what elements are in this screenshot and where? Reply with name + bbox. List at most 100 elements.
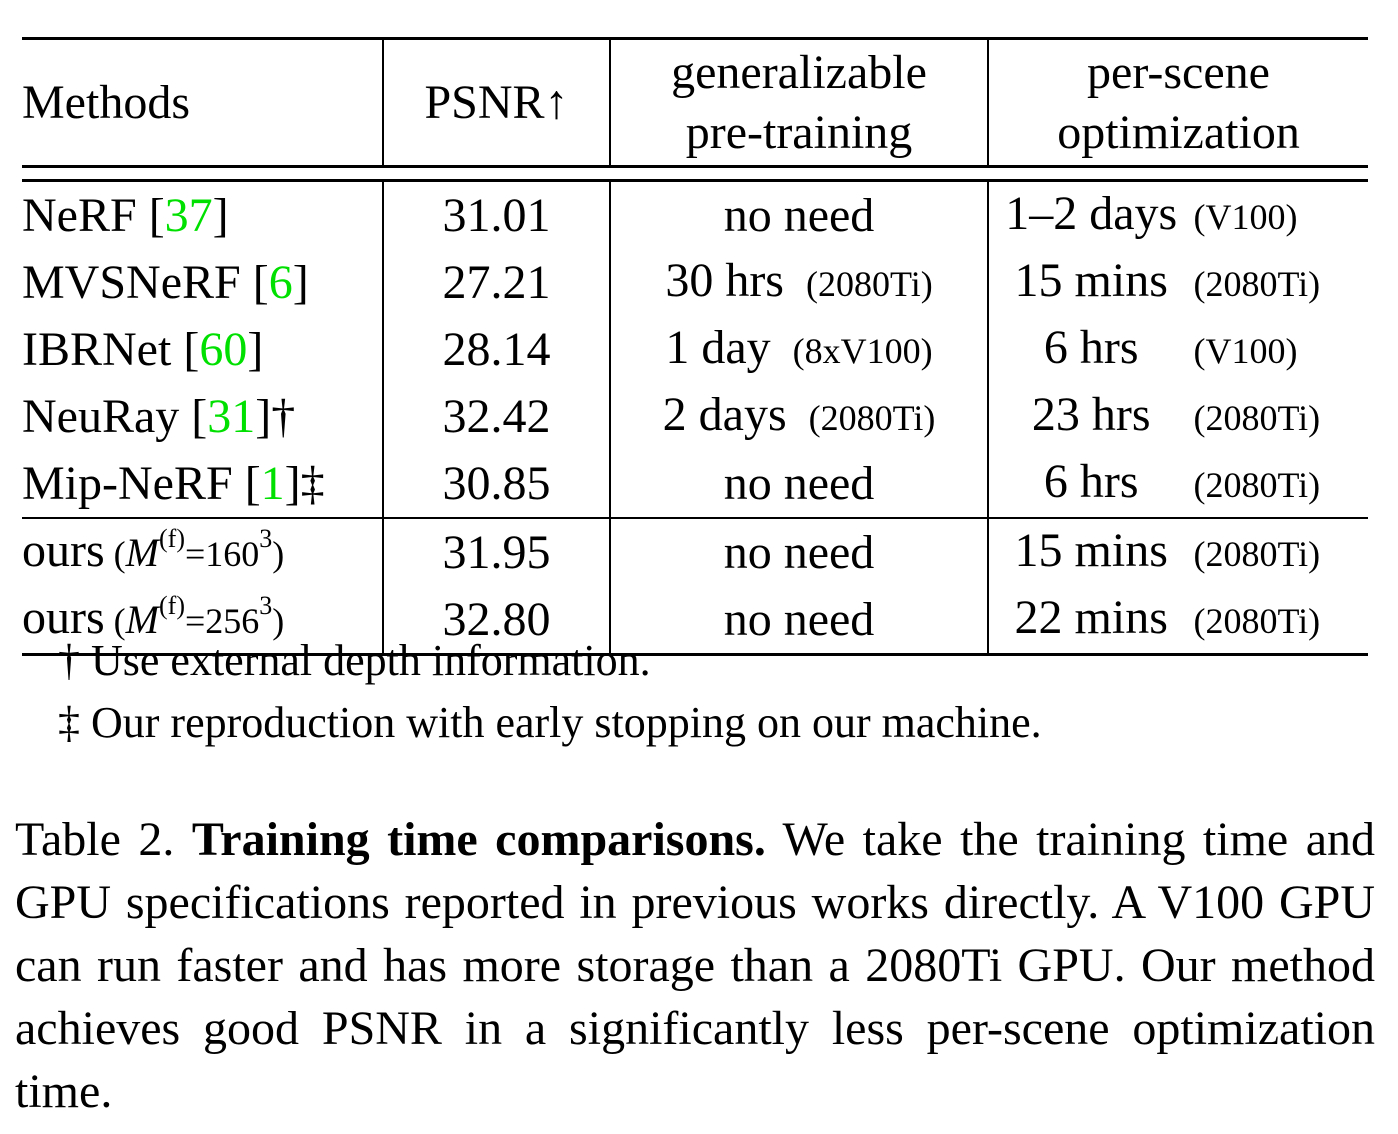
paren: ) xyxy=(272,601,285,641)
method-name: ours xyxy=(22,524,105,577)
method-name: IBRNet xyxy=(22,323,172,376)
method-cell: IBRNet [60] xyxy=(22,316,383,383)
perscene-cell: 1–2 days (V100) xyxy=(987,180,1368,249)
psnr-cell: 31.95 xyxy=(382,517,610,586)
table-row: Mip-NeRF [1]‡ 30.85 no need 6 hrs (2080Ti… xyxy=(22,450,1368,518)
method-name: MVSNeRF xyxy=(22,256,241,309)
double-dagger-icon: ‡ xyxy=(58,698,80,747)
resolution-value: =160 xyxy=(184,534,260,574)
pretraining-cell: no need xyxy=(609,180,988,249)
perscene-gpu: (V100) xyxy=(1193,197,1298,237)
method-name: ours xyxy=(22,591,105,644)
psnr-cell: 32.80 xyxy=(382,586,610,656)
math-var: M xyxy=(125,597,159,642)
table-footnotes: † Use external depth information. ‡ Our … xyxy=(58,630,1042,754)
method-name: Mip-NeRF xyxy=(22,457,233,510)
perscene-cell: 15 mins (2080Ti) xyxy=(987,517,1368,586)
double-dagger-footnote-mark: ‡ xyxy=(300,457,325,510)
pretraining-time: 30 hrs xyxy=(665,254,784,307)
dagger-footnote-mark: † xyxy=(271,390,296,443)
perscene-gpu: (2080Ti) xyxy=(1193,534,1321,574)
pretraining-time: 1 day xyxy=(665,321,771,374)
pretraining-cell: no need xyxy=(609,450,988,518)
header-methods: Methods xyxy=(22,37,383,168)
table-header-row: Methods PSNR↑ generalizable pre-training… xyxy=(22,37,1368,168)
training-time-table-container: Methods PSNR↑ generalizable pre-training… xyxy=(22,37,1368,656)
cite-bracket: ] xyxy=(212,189,229,242)
cite-bracket: ] xyxy=(255,390,272,443)
exponent: 3 xyxy=(259,524,273,553)
header-pretraining-line2: pre-training xyxy=(685,105,913,159)
method-cell: MVSNeRF [6] xyxy=(22,249,383,316)
paren: ( xyxy=(104,601,126,641)
pretraining-cell: 30 hrs (2080Ti) xyxy=(609,249,988,316)
table-row: NeRF [37] 31.01 no need 1–2 days (V100) xyxy=(22,180,1368,249)
cite-bracket: [ xyxy=(232,457,261,510)
table-row: NeuRay [31]† 32.42 2 days (2080Ti) 23 hrs… xyxy=(22,383,1368,450)
perscene-cell: 15 mins (2080Ti) xyxy=(987,249,1368,316)
superscript-f: (f) xyxy=(159,591,185,620)
pretraining-cell: no need xyxy=(609,586,988,656)
paren: ) xyxy=(272,534,285,574)
perscene-time: 1–2 days xyxy=(1005,187,1178,240)
caption-title: Training time comparisons. xyxy=(191,813,766,866)
math-var: M xyxy=(125,530,159,575)
citation-link[interactable]: 6 xyxy=(268,256,293,309)
table-row-ours: ours (M(f)=2563) 32.80 no need 22 mins (2… xyxy=(22,586,1368,656)
perscene-time: 15 mins xyxy=(1014,524,1168,577)
caption-body: We take the training time and GPU specif… xyxy=(15,813,1375,1118)
footnote-text: Our reproduction with early stopping on … xyxy=(80,698,1042,747)
exponent: 3 xyxy=(259,591,273,620)
perscene-time: 23 hrs xyxy=(1031,388,1151,441)
psnr-cell: 27.21 xyxy=(382,249,610,316)
perscene-cell: 22 mins (2080Ti) xyxy=(987,586,1368,656)
header-perscene: per-scene optimization xyxy=(987,37,1368,168)
header-pretraining: generalizable pre-training xyxy=(609,37,988,168)
method-cell: Mip-NeRF [1]‡ xyxy=(22,450,383,518)
footnote-double-dagger: ‡ Our reproduction with early stopping o… xyxy=(58,692,1042,754)
perscene-cell: 6 hrs (2080Ti) xyxy=(987,450,1368,518)
pretraining-cell: 1 day (8xV100) xyxy=(609,316,988,383)
pretraining-time: no need xyxy=(723,526,875,579)
cite-bracket: [ xyxy=(179,390,208,443)
citation-link[interactable]: 31 xyxy=(207,390,256,443)
cite-bracket: [ xyxy=(240,256,269,309)
perscene-time: 15 mins xyxy=(1014,254,1168,307)
dagger-icon: † xyxy=(58,636,80,685)
table-row-ours: ours (M(f)=1603) 31.95 no need 15 mins (2… xyxy=(22,517,1368,586)
psnr-cell: 31.01 xyxy=(382,180,610,249)
method-name: NeuRay xyxy=(22,390,180,443)
method-cell: ours (M(f)=2563) xyxy=(22,586,383,656)
citation-link[interactable]: 37 xyxy=(164,189,213,242)
resolution-value: =256 xyxy=(184,601,260,641)
perscene-time: 6 hrs xyxy=(1043,321,1139,374)
cite-bracket: [ xyxy=(171,323,200,376)
pretraining-time: no need xyxy=(723,457,875,510)
resolution-spec: (M(f)=2563) xyxy=(104,593,285,643)
perscene-cell: 6 hrs (V100) xyxy=(987,316,1368,383)
header-perscene-line1: per-scene xyxy=(1087,45,1270,99)
header-pretraining-line1: generalizable xyxy=(671,45,927,99)
citation-link[interactable]: 60 xyxy=(199,323,248,376)
table-caption: Table 2. Training time comparisons. We t… xyxy=(15,808,1375,1123)
footnote-dagger: † Use external depth information. xyxy=(58,630,1042,692)
footnote-text: Use external depth information. xyxy=(80,636,651,685)
perscene-gpu: (2080Ti) xyxy=(1193,264,1321,304)
method-name: NeRF xyxy=(22,189,137,242)
pretraining-gpu: (2080Ti) xyxy=(805,264,933,304)
header-psnr: PSNR↑ xyxy=(382,37,610,168)
cite-bracket: ] xyxy=(284,457,301,510)
citation-link[interactable]: 1 xyxy=(260,457,285,510)
resolution-spec: (M(f)=1603) xyxy=(105,526,285,576)
cite-bracket: [ xyxy=(136,189,165,242)
superscript-f: (f) xyxy=(159,524,185,553)
perscene-gpu: (2080Ti) xyxy=(1193,398,1321,438)
perscene-gpu: (V100) xyxy=(1193,331,1298,371)
table-row: IBRNet [60] 28.14 1 day (8xV100) 6 hrs (V1… xyxy=(22,316,1368,383)
header-double-rule xyxy=(22,166,1368,182)
training-time-table: Methods PSNR↑ generalizable pre-training… xyxy=(22,37,1368,656)
pretraining-time: 2 days xyxy=(662,388,787,441)
method-cell: NeuRay [31]† xyxy=(22,383,383,450)
pretraining-gpu: (8xV100) xyxy=(792,331,933,371)
cite-bracket: ] xyxy=(292,256,309,309)
